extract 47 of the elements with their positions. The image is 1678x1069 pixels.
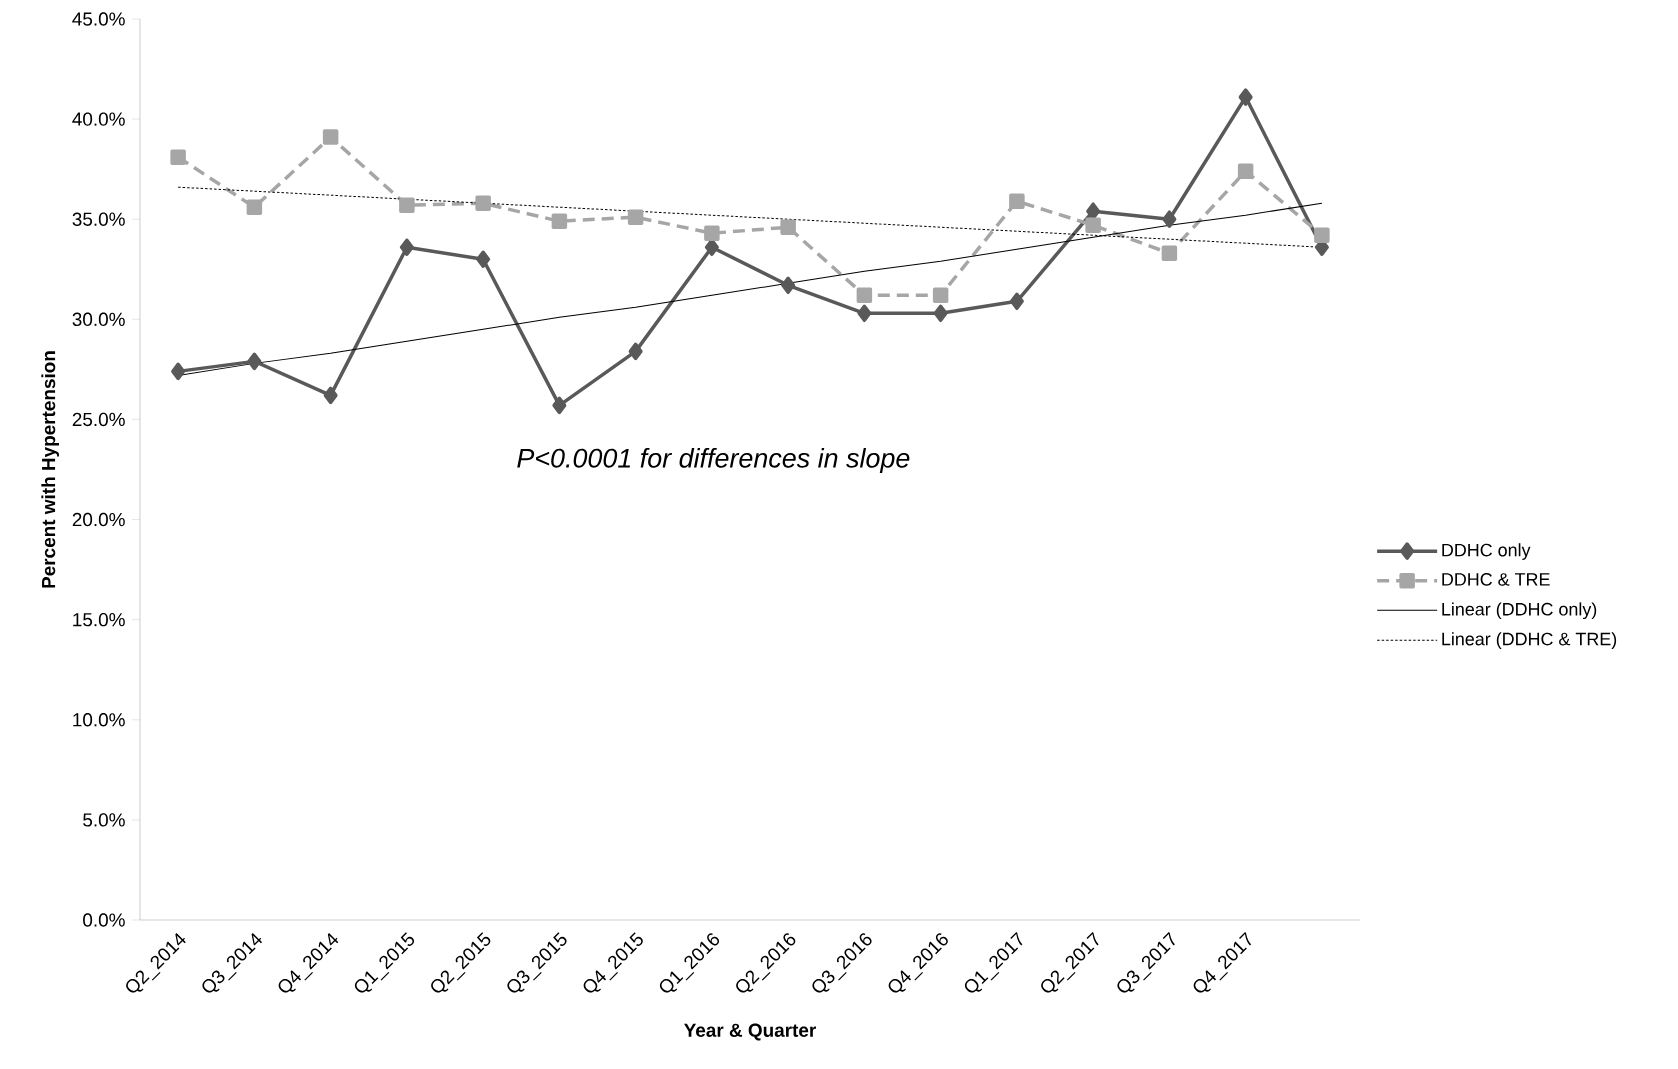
point xyxy=(1314,227,1330,243)
point xyxy=(1161,245,1178,261)
point xyxy=(399,238,414,256)
point xyxy=(1162,210,1177,228)
y-tick-label: 10.0% xyxy=(73,713,125,727)
y-tick-label: 45.0% xyxy=(72,12,125,26)
legend-label: DDHC only xyxy=(1442,543,1531,560)
y-tick-label: 35.0% xyxy=(72,212,125,226)
y-tick-label: 30.0% xyxy=(72,312,125,327)
point xyxy=(247,352,262,371)
point xyxy=(780,219,796,235)
point xyxy=(781,276,796,295)
annotation: P<0.0001 for differences in slope xyxy=(517,447,910,474)
point xyxy=(1009,292,1024,311)
legend-label: Linear (DDHC only) xyxy=(1442,602,1597,620)
point xyxy=(246,199,263,215)
y-axis-title: Percent with Hypertension xyxy=(41,351,59,588)
point xyxy=(171,362,186,381)
point xyxy=(551,213,568,229)
point xyxy=(856,287,873,304)
point xyxy=(322,129,339,145)
point xyxy=(552,396,567,415)
point xyxy=(1085,217,1101,233)
point xyxy=(704,225,720,241)
y-tick-label: 15.0% xyxy=(73,612,125,627)
point xyxy=(476,250,491,269)
y-tick-label: 20.0% xyxy=(72,512,125,527)
point xyxy=(1086,202,1101,220)
point xyxy=(170,149,186,165)
y-tick-label: 25.0% xyxy=(72,412,125,427)
point xyxy=(1009,193,1025,209)
point xyxy=(323,386,338,405)
point xyxy=(399,197,415,213)
y-tick-label: 40.0% xyxy=(72,112,125,126)
y-tick-label: 0.0% xyxy=(83,913,125,927)
point xyxy=(1238,88,1253,106)
y-tick-label: 5.0% xyxy=(83,813,125,827)
legend-label: DDHC & TRE xyxy=(1442,573,1550,586)
point xyxy=(475,195,491,211)
point xyxy=(627,209,644,225)
legend-label: Linear (DDHC & TRE) xyxy=(1442,632,1617,649)
point xyxy=(857,304,872,323)
point xyxy=(932,287,949,304)
point xyxy=(933,304,948,323)
point xyxy=(628,342,643,361)
point xyxy=(1237,163,1254,179)
x-axis-title: Year & Quarter xyxy=(684,1023,816,1041)
